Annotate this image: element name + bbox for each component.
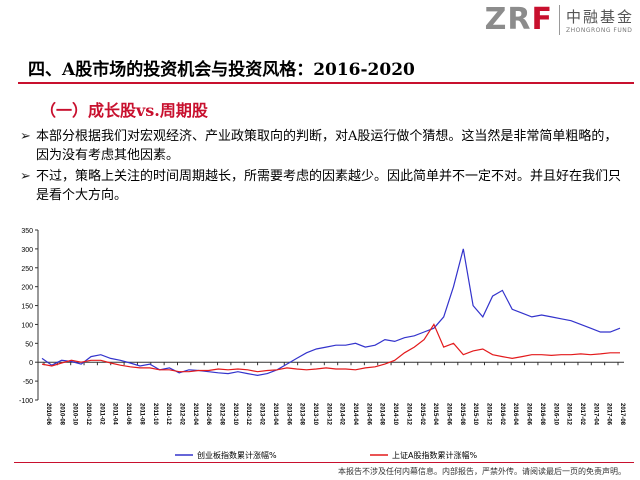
x-tick-label: 2015-02 xyxy=(419,403,425,426)
x-tick-label: 2017-04 xyxy=(592,403,598,426)
logo-divider xyxy=(558,4,560,35)
x-tick-label: 2013-10 xyxy=(312,403,318,426)
y-tick-label: 100 xyxy=(21,322,33,329)
x-tick-label: 2012-10 xyxy=(232,403,238,426)
series-line-1 xyxy=(41,323,620,373)
x-tick-label: 2012-06 xyxy=(205,403,211,426)
x-tick-label: 2017-06 xyxy=(606,403,612,426)
zrf-logo: ZRF 中融基金 ZHONGRONG FUND xyxy=(485,2,634,37)
x-tick-label: 2015-06 xyxy=(445,403,451,426)
x-tick-label: 2016-12 xyxy=(566,403,572,426)
y-tick-label: 300 xyxy=(21,247,33,254)
x-tick-label: 2014-08 xyxy=(379,403,385,426)
x-tick-label: 2010-10 xyxy=(72,403,78,426)
x-tick-label: 2011-12 xyxy=(165,403,171,425)
x-tick-label: 2014-06 xyxy=(365,403,371,426)
footer-disclaimer: 本报告不涉及任何内幕信息。内部报告，严禁外传。请阅读最后一页的免责声明。 xyxy=(338,467,626,476)
y-tick-label: 200 xyxy=(21,285,33,292)
bullet-text: 不过，策略上关注的时间周期越长，所需要考虑的因素越少。因此简单并不一定不对。并且… xyxy=(36,169,622,203)
x-tick-label: 2014-02 xyxy=(339,403,345,426)
x-tick-label: 2011-04 xyxy=(112,403,118,425)
legend-label: 上证A股指数累计涨幅% xyxy=(392,450,477,460)
y-tick-label: 50 xyxy=(25,341,33,348)
y-tick-label: -50 xyxy=(23,379,33,386)
x-tick-label: 2012-04 xyxy=(192,403,198,426)
logo-cn: 中融基金 xyxy=(565,7,634,26)
x-tick-label: 2010-12 xyxy=(85,403,91,426)
logo-text: 中融基金 ZHONGRONG FUND xyxy=(566,6,634,34)
legend-label: 创业板指数累计涨幅% xyxy=(197,450,277,460)
x-tick-label: 2011-10 xyxy=(152,403,158,425)
bullet-list: ➢ 本部分根据我们对宏观经济、产业政策取向的判断，对A股运行做个猜想。这当然是非… xyxy=(20,127,630,207)
x-tick-label: 2013-02 xyxy=(259,403,265,426)
x-tick-label: 2016-06 xyxy=(526,403,532,426)
y-tick-label: 350 xyxy=(21,228,33,235)
x-tick-label: 2013-06 xyxy=(285,403,291,426)
x-tick-label: 2012-12 xyxy=(245,403,251,426)
x-tick-label: 2014-12 xyxy=(405,403,411,426)
title-divider xyxy=(18,82,634,84)
x-tick-label: 2016-02 xyxy=(499,403,505,426)
x-tick-label: 2011-06 xyxy=(125,403,131,425)
x-tick-label: 2014-10 xyxy=(392,403,398,426)
series-line-0 xyxy=(41,248,621,377)
logo-mark: ZRF xyxy=(484,2,553,37)
footer-divider xyxy=(14,462,634,463)
bullet-item: ➢ 不过，策略上关注的时间周期越长，所需要考虑的因素越少。因此简单并不一定不对。… xyxy=(20,167,630,205)
y-tick-label: 250 xyxy=(21,266,33,273)
x-tick-label: 2015-12 xyxy=(486,403,492,426)
line-chart: -100 -50 0 50 100 150 200 250 300 350 2010-06 2010-… xyxy=(19,228,625,460)
y-tick-label: 150 xyxy=(21,304,33,311)
x-tick-label: 2013-08 xyxy=(299,403,305,426)
x-tick-label: 2010-06 xyxy=(45,403,51,426)
bullet-arrow-icon: ➢ xyxy=(20,169,31,184)
x-tick-label: 2017-08 xyxy=(619,403,625,426)
x-tick-label: 2014-04 xyxy=(352,403,358,426)
x-tick-label: 2016-04 xyxy=(512,403,518,426)
logo-en: ZHONGRONG FUND xyxy=(565,26,633,34)
x-tick-label: 2015-04 xyxy=(432,403,438,426)
bullet-item: ➢ 本部分根据我们对宏观经济、产业政策取向的判断，对A股运行做个猜想。这当然是非… xyxy=(20,127,630,165)
y-tick-label: -100 xyxy=(19,398,33,405)
section-subtitle: （一）成长股vs.周期股 xyxy=(40,101,208,120)
x-tick-label: 2015-08 xyxy=(459,403,465,426)
x-tick-label: 2016-10 xyxy=(552,403,558,426)
bullet-arrow-icon: ➢ xyxy=(20,129,31,144)
x-tick-label: 2016-08 xyxy=(539,403,545,426)
x-tick-label: 2011-08 xyxy=(138,403,144,425)
x-tick-label: 2013-12 xyxy=(325,403,331,426)
x-tick-label: 2012-08 xyxy=(219,403,225,426)
slide-title: 四、A股市场的投资机会与投资风格：2016-2020 xyxy=(28,60,415,80)
y-tick-label: 0 xyxy=(29,360,33,367)
x-tick-label: 2011-02 xyxy=(98,403,104,425)
x-tick-label: 2017-02 xyxy=(579,403,585,426)
x-tick-label: 2012-02 xyxy=(178,403,184,426)
x-tick-label: 2013-04 xyxy=(272,403,278,426)
x-tick-label: 2010-08 xyxy=(58,403,64,426)
x-tick-label: 2015-10 xyxy=(472,403,478,426)
bullet-text: 本部分根据我们对宏观经济、产业政策取向的判断，对A股运行做个猜想。这当然是非常简… xyxy=(36,129,618,163)
